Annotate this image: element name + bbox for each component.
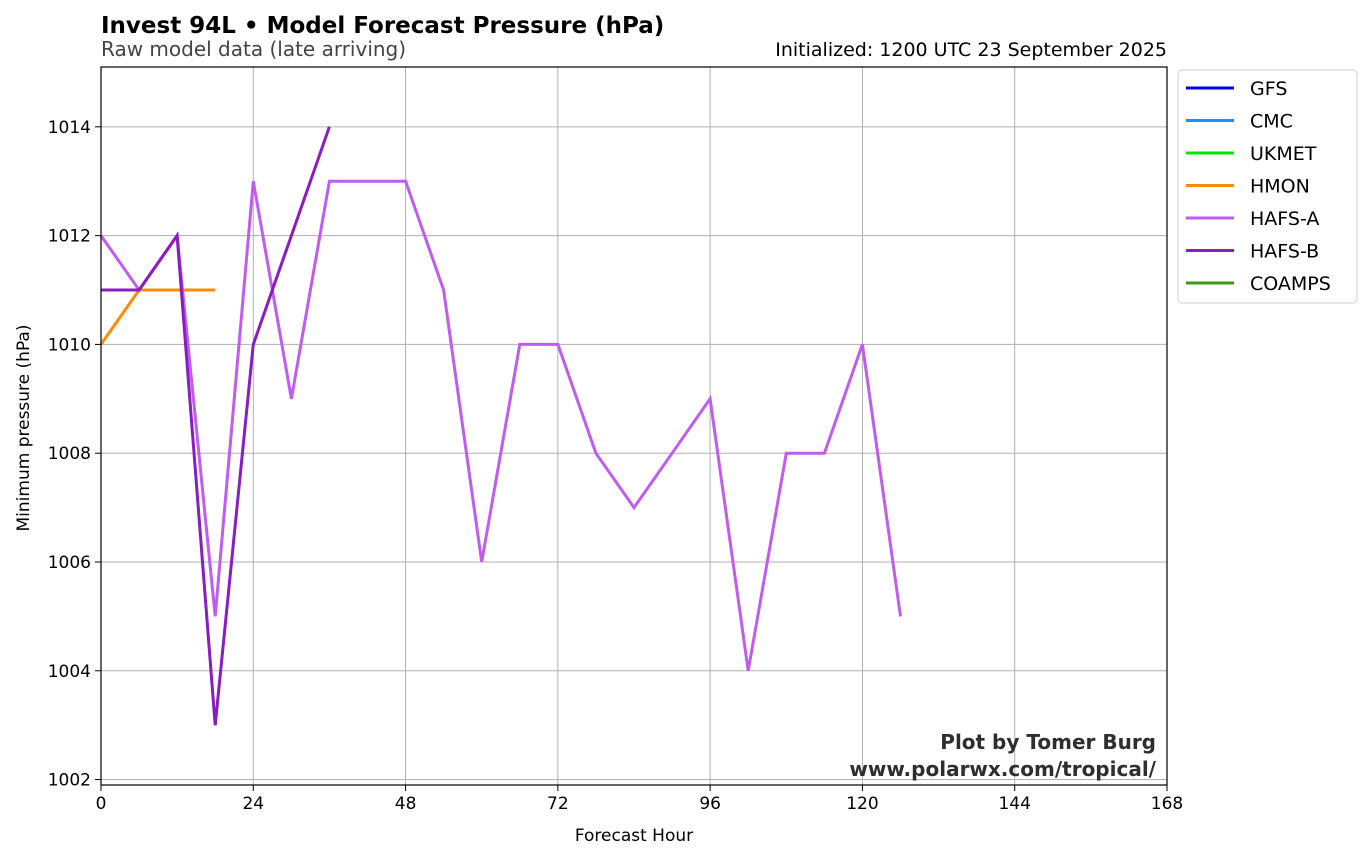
x-tick-label: 24: [242, 794, 264, 814]
legend: GFS CMC UKMET HMON HAFS-A HAFS-B COAMPS: [1177, 69, 1358, 304]
y-axis-label: Minimum pressure (hPa): [14, 325, 34, 532]
y-tick-label: 1014: [48, 118, 91, 138]
x-tick-label: 48: [395, 794, 417, 814]
legend-label-ukmet: UKMET: [1250, 143, 1317, 165]
x-axis-label: Forecast Hour: [575, 826, 693, 846]
x-tick-label: 168: [1151, 794, 1183, 814]
legend-box: [1177, 69, 1358, 304]
credit-author: Plot by Tomer Burg: [940, 730, 1156, 754]
legend-label-coamps: COAMPS: [1250, 273, 1331, 295]
y-tick-label: 1006: [48, 553, 91, 573]
axis-ticks: 0 24 48 72 96 120 144 168 1002 1004 1006 1008 1010 10…: [48, 118, 1183, 814]
legend-label-cmc: CMC: [1250, 111, 1293, 133]
legend-label-gfs: GFS: [1250, 78, 1287, 100]
y-tick-label: 1004: [48, 662, 91, 682]
legend-label-hafs-a: HAFS-A: [1250, 208, 1319, 230]
init-time: Initialized: 1200 UTC 23 September 2025: [775, 39, 1167, 61]
chart-subtitle: Raw model data (late arriving): [101, 37, 406, 61]
x-tick-label: 0: [96, 794, 107, 814]
y-tick-label: 1012: [48, 227, 91, 247]
x-tick-label: 96: [699, 794, 721, 814]
y-tick-label: 1002: [48, 771, 91, 791]
series-lines: [99, 126, 902, 726]
series-line-hmon: [99, 288, 216, 346]
chart-title: Invest 94L • Model Forecast Pressure (hP…: [101, 13, 664, 39]
y-tick-label: 1008: [48, 444, 91, 464]
series-line-hafs-b: [101, 126, 331, 726]
x-tick-label: 144: [998, 794, 1030, 814]
credit-url: www.polarwx.com/tropical/: [849, 757, 1156, 781]
x-tick-label: 120: [846, 794, 878, 814]
plot-frame: [100, 66, 1168, 786]
grid-lines: [101, 67, 1167, 785]
legend-label-hafs-b: HAFS-B: [1250, 241, 1319, 263]
y-tick-label: 1010: [48, 335, 91, 355]
series-line-hafs-a: [99, 179, 902, 672]
legend-label-hmon: HMON: [1250, 176, 1310, 198]
x-tick-label: 72: [547, 794, 569, 814]
